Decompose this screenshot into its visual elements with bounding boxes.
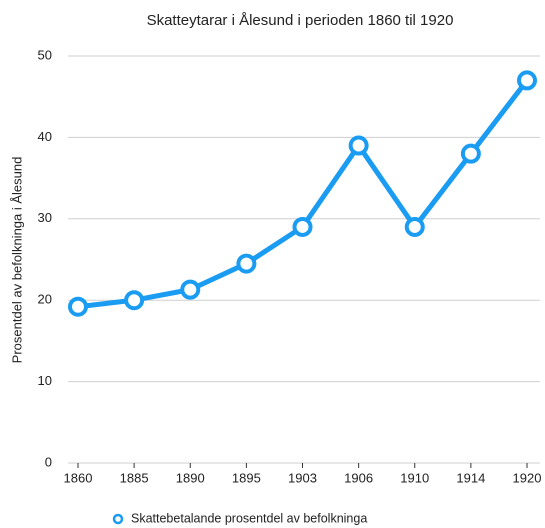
y-tick-label: 20 — [38, 292, 52, 307]
point — [180, 279, 201, 300]
x-tick-label: 1920 — [513, 470, 542, 485]
point — [68, 296, 88, 317]
legend-marker — [112, 513, 124, 525]
x-tick-label: 1906 — [344, 470, 373, 485]
point — [236, 253, 257, 274]
point — [517, 70, 537, 91]
point — [460, 143, 481, 164]
point — [348, 135, 369, 156]
y-tick-label: 50 — [38, 47, 52, 62]
legend-label: Skattebetalande prosentdel av befolkning… — [131, 511, 367, 525]
x-tick-label: 1885 — [120, 470, 149, 485]
y-tick-label: 40 — [38, 129, 52, 144]
x-tick-label: 1860 — [64, 470, 93, 485]
chart-title: Skatteytarar i Ålesund i perioden 1860 t… — [147, 12, 454, 29]
x-tick-label: 1890 — [176, 470, 205, 485]
x-tick-label: 1895 — [232, 470, 261, 485]
point — [404, 216, 425, 237]
y-tick-label: 30 — [38, 210, 52, 225]
point — [124, 290, 145, 311]
y-tick-label: 0 — [45, 454, 52, 469]
point — [292, 216, 313, 237]
y-axis-label: Prosentdel av befolkninga i Ålesund — [9, 157, 24, 364]
x-tick-label: 1903 — [288, 470, 317, 485]
line — [77, 78, 529, 310]
y-tick-label: 10 — [38, 373, 52, 388]
x-tick-label: 1910 — [400, 470, 429, 485]
x-tick-label: 1914 — [456, 470, 485, 485]
